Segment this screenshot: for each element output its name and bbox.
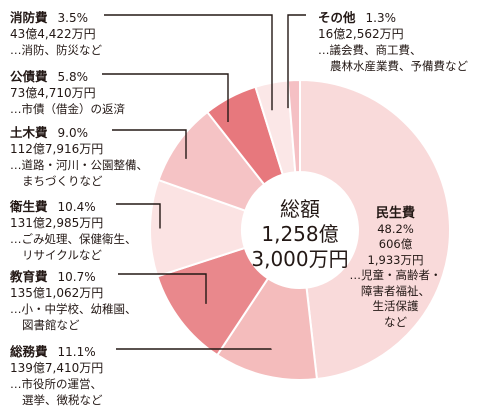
slice-amount: 606億 xyxy=(378,237,413,251)
slice-detail: …市役所の運営、 xyxy=(10,377,102,391)
slice-detail: …議会費、商工費、 xyxy=(318,43,422,57)
center-label-amount: 1,258億 xyxy=(261,222,339,246)
slice-name: 公債費 xyxy=(10,69,48,84)
slice-name: 消防費 xyxy=(10,10,48,25)
slice-percent: 10.4% xyxy=(57,200,96,214)
leader-line xyxy=(104,14,273,111)
slice-detail: リサイクルなど xyxy=(22,248,102,262)
slice-detail: …市債（借金）の返済 xyxy=(10,102,125,116)
leader-line xyxy=(118,273,207,304)
slice-detail: …道路・河川・公園整備、 xyxy=(10,158,148,172)
slice-percent: 48.2% xyxy=(377,221,414,236)
slice-amount: 16億2,562万円 xyxy=(318,27,404,41)
slice-percent: 10.7% xyxy=(57,270,96,284)
slice-detail: まちづくりなど xyxy=(22,174,103,188)
slice-amount: 139億7,410万円 xyxy=(10,361,104,375)
slice-amount: 43億4,422万円 xyxy=(10,27,96,41)
slice-detail: …小・中学校、幼稚園、 xyxy=(10,302,137,316)
slice-detail: など xyxy=(384,314,407,329)
slice-detail: 図書館など xyxy=(22,318,80,332)
center-label-title: 総額 xyxy=(280,197,320,221)
slice-percent: 11.1% xyxy=(57,345,96,359)
slice-name: 教育費 xyxy=(10,269,48,284)
slice-percent: 9.0% xyxy=(57,126,89,140)
slice-percent: 3.5% xyxy=(57,11,89,25)
slice-detail: 農林水産業費、予備費など xyxy=(330,59,468,73)
slice-name: その他 xyxy=(318,10,356,25)
slice-label-doboku: 土木費 9.0% 112億7,916万円 …道路・河川・公園整備、 まちづくりなど xyxy=(10,124,148,189)
slice-name: 総務費 xyxy=(10,344,48,359)
slice-label-minsei: 民生費 48.2% 606億 1,933万円 …児童・高齢者・ 障害者福祉、 生… xyxy=(348,206,443,330)
slice-label-eisei: 衛生費 10.4% 131億2,985万円 …ごみ処理、保健衛生、 リサイクルなど xyxy=(10,198,137,263)
slice-detail: …消防、防災など xyxy=(10,43,102,57)
slice-percent: 1.3% xyxy=(365,11,397,25)
slice-amount: 73億4,710万円 xyxy=(10,86,96,100)
slice-detail: 選挙、徴税など xyxy=(22,393,103,407)
slice-detail: 生活保護 xyxy=(372,299,419,313)
slice-detail: …ごみ処理、保健衛生、 xyxy=(10,232,137,246)
slice-name: 民生費 xyxy=(375,206,415,221)
leader-line xyxy=(116,203,161,229)
slice-amount: 131億2,985万円 xyxy=(10,216,104,230)
leader-line xyxy=(112,129,187,159)
slice-amount-2: 1,933万円 xyxy=(367,252,424,267)
slice-label-kosai: 公債費 5.8% 73億4,710万円 …市債（借金）の返済 xyxy=(10,68,125,117)
slice-name: 衛生費 xyxy=(10,199,48,214)
slice-label-somu: 総務費 11.1% 139億7,410万円 …市役所の運営、 選挙、徴税など xyxy=(10,343,103,408)
slice-percent: 5.8% xyxy=(57,70,89,84)
center-total-label: 総額 1,258億 3,000万円 xyxy=(244,197,356,272)
slice-label-kyoiku: 教育費 10.7% 135億1,062万円 …小・中学校、幼稚園、 図書館など xyxy=(10,268,137,333)
donut-hole xyxy=(242,172,358,288)
slice-detail: 障害者福祉、 xyxy=(361,283,430,298)
slice-name: 土木費 xyxy=(10,125,48,140)
leader-line xyxy=(102,73,229,123)
slice-label-shobo: 消防費 3.5% 43億4,422万円 …消防、防災など xyxy=(10,9,102,58)
leader-line xyxy=(287,14,306,109)
slice-detail: …児童・高齢者・ xyxy=(349,268,442,282)
slice-amount: 135億1,062万円 xyxy=(10,286,104,300)
slice-label-sonota: その他 1.3% 16億2,562万円 …議会費、商工費、 農林水産業費、予備費な… xyxy=(318,9,468,74)
slice-amount: 112億7,916万円 xyxy=(10,142,104,156)
center-label-amount-2: 3,000万円 xyxy=(251,247,349,271)
